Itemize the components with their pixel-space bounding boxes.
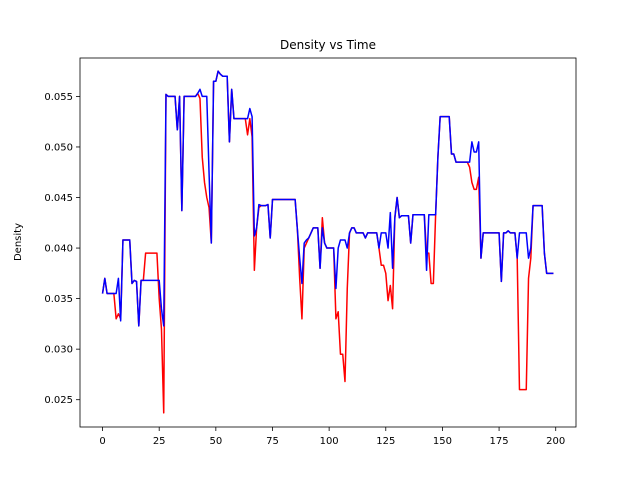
- axes-frame: [79, 57, 577, 428]
- x-tick-label: 175: [490, 436, 509, 447]
- y-tick-label: 0.025: [44, 395, 73, 406]
- x-tick-label: 25: [153, 436, 166, 447]
- x-tick-label: 150: [433, 436, 452, 447]
- y-tick-label: 0.030: [44, 345, 73, 356]
- x-tick-label: 0: [99, 436, 105, 447]
- x-tick-label: 100: [320, 436, 339, 447]
- y-axis-label: Density: [13, 223, 24, 261]
- y-tick-label: 0.040: [44, 244, 73, 255]
- x-axis: 0 25 50 75 100 125 150 175 200: [99, 427, 565, 447]
- x-tick-label: 50: [209, 436, 222, 447]
- x-tick-label: 75: [266, 436, 279, 447]
- chart-title: Density vs Time: [280, 38, 376, 52]
- y-tick-label: 0.055: [44, 92, 73, 103]
- y-tick-label: 0.050: [44, 142, 73, 153]
- x-tick-label: 200: [546, 436, 565, 447]
- x-tick-label: 125: [376, 436, 395, 447]
- y-tick-label: 0.035: [44, 294, 73, 305]
- y-axis: 0.025 0.030 0.035 0.040 0.045 0.050 0.055: [44, 92, 80, 406]
- plot-area: [101, 70, 554, 414]
- series-line-1: [101, 70, 554, 327]
- y-tick-label: 0.045: [44, 193, 73, 204]
